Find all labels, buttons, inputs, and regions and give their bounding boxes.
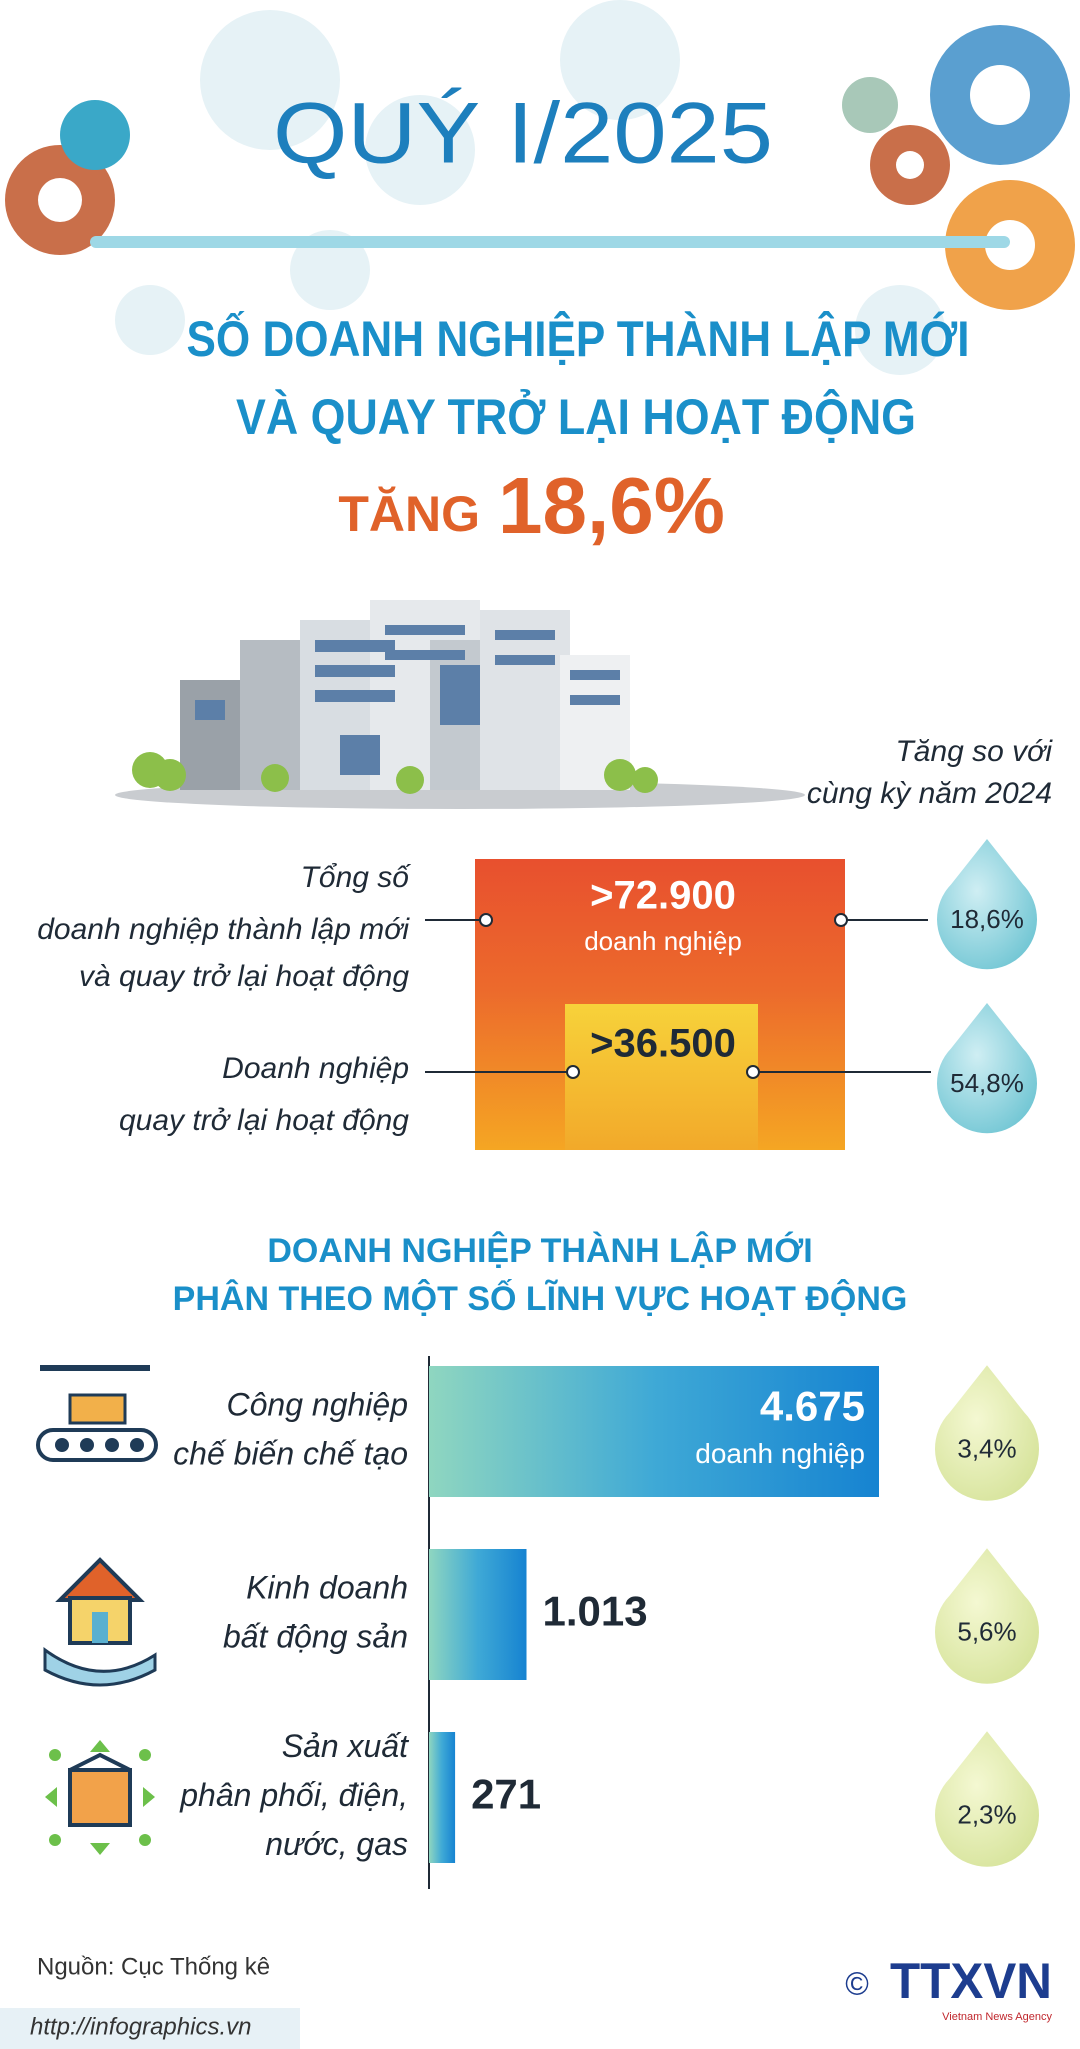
buildings-illustration xyxy=(115,600,805,809)
sector-name: nước, gas xyxy=(265,1826,408,1862)
sector-name: phân phối, điện, xyxy=(179,1777,408,1813)
sector-bar xyxy=(429,1366,879,1497)
sector-unit: doanh nghiệp xyxy=(695,1438,865,1469)
icon-house xyxy=(43,1557,157,1687)
change-value: 5,6% xyxy=(957,1616,1016,1646)
title-line: SỐ DOANH NGHIỆP THÀNH LẬP MỚI xyxy=(187,310,970,367)
comparison-label: cùng kỳ năm 2024 xyxy=(807,777,1052,810)
logo: TTXVN xyxy=(890,1953,1052,2009)
sectors: DOANH NGHIỆP THÀNH LẬP MỚI PHÂN THEO MỘT … xyxy=(173,1232,1039,1889)
source: Nguồn: Cục Thống kê xyxy=(37,1953,270,1980)
returning-box xyxy=(565,1004,758,1150)
increase-word: TĂNG xyxy=(338,486,480,542)
connector-dot xyxy=(746,1065,760,1079)
sector-value: 271 xyxy=(471,1771,541,1818)
change-badge xyxy=(935,1731,1039,1867)
icon-box xyxy=(45,1740,155,1855)
summary-label: Tổng số xyxy=(301,861,412,894)
summary-label: quay trở lại hoạt động xyxy=(119,1104,409,1137)
icon-factory xyxy=(36,1365,158,1462)
summary: Tăng so với cùng kỳ năm 2024 Tổng số doanh … xyxy=(37,735,1053,1150)
change-badge xyxy=(936,1003,1037,1134)
background-gears xyxy=(115,0,945,375)
sector-name: bất động sản xyxy=(223,1618,408,1654)
increase-value: 18,6% xyxy=(498,461,725,550)
change-badge xyxy=(935,1548,1039,1684)
summary-label: Doanh nghiệp xyxy=(222,1052,409,1085)
sector-bar xyxy=(429,1732,456,1863)
sector-bar xyxy=(429,1549,527,1680)
change-value: 18,6% xyxy=(950,904,1024,934)
title-line: VÀ QUAY TRỞ LẠI HOẠT ĐỘNG xyxy=(236,388,916,445)
sector-name: chế biến chế tạo xyxy=(173,1435,408,1471)
summary-label: và quay trở lại hoạt động xyxy=(79,960,409,993)
summary-label: doanh nghiệp thành lập mới xyxy=(37,913,410,946)
connector-dot xyxy=(566,1065,580,1079)
url: http://infographics.vn xyxy=(30,2013,251,2040)
sector-name: Sản xuất xyxy=(282,1728,409,1764)
summary-value: >36.500 xyxy=(590,1022,736,1066)
comparison-label: Tăng so với xyxy=(895,735,1053,768)
url-band xyxy=(0,2008,300,2049)
connector-dot xyxy=(834,913,848,927)
change-badge xyxy=(936,839,1037,970)
change-badge xyxy=(935,1365,1039,1501)
period: QUÝ I/2025 xyxy=(273,86,773,182)
change-value: 54,8% xyxy=(950,1068,1024,1098)
summary-unit: doanh nghiệp xyxy=(584,926,742,956)
section-title: PHÂN THEO MỘT SỐ LĨNH VỰC HOẠT ĐỘNG xyxy=(173,1279,908,1318)
connector-dot xyxy=(479,913,493,927)
change-value: 2,3% xyxy=(957,1799,1016,1829)
section-title: DOANH NGHIỆP THÀNH LẬP MỚI xyxy=(267,1232,812,1270)
change-value: 3,4% xyxy=(957,1433,1016,1463)
header-rule xyxy=(90,236,1010,248)
sector-name: Công nghiệp xyxy=(227,1386,408,1422)
sector-name: Kinh doanh xyxy=(246,1569,408,1605)
copyright: © xyxy=(845,1965,869,2001)
sector-value: 1.013 xyxy=(543,1588,648,1635)
sector-value: 4.675 xyxy=(760,1383,865,1430)
summary-value: >72.900 xyxy=(590,874,736,918)
header-gears xyxy=(5,25,1075,310)
logo-subtitle: Vietnam News Agency xyxy=(942,2011,1052,2023)
